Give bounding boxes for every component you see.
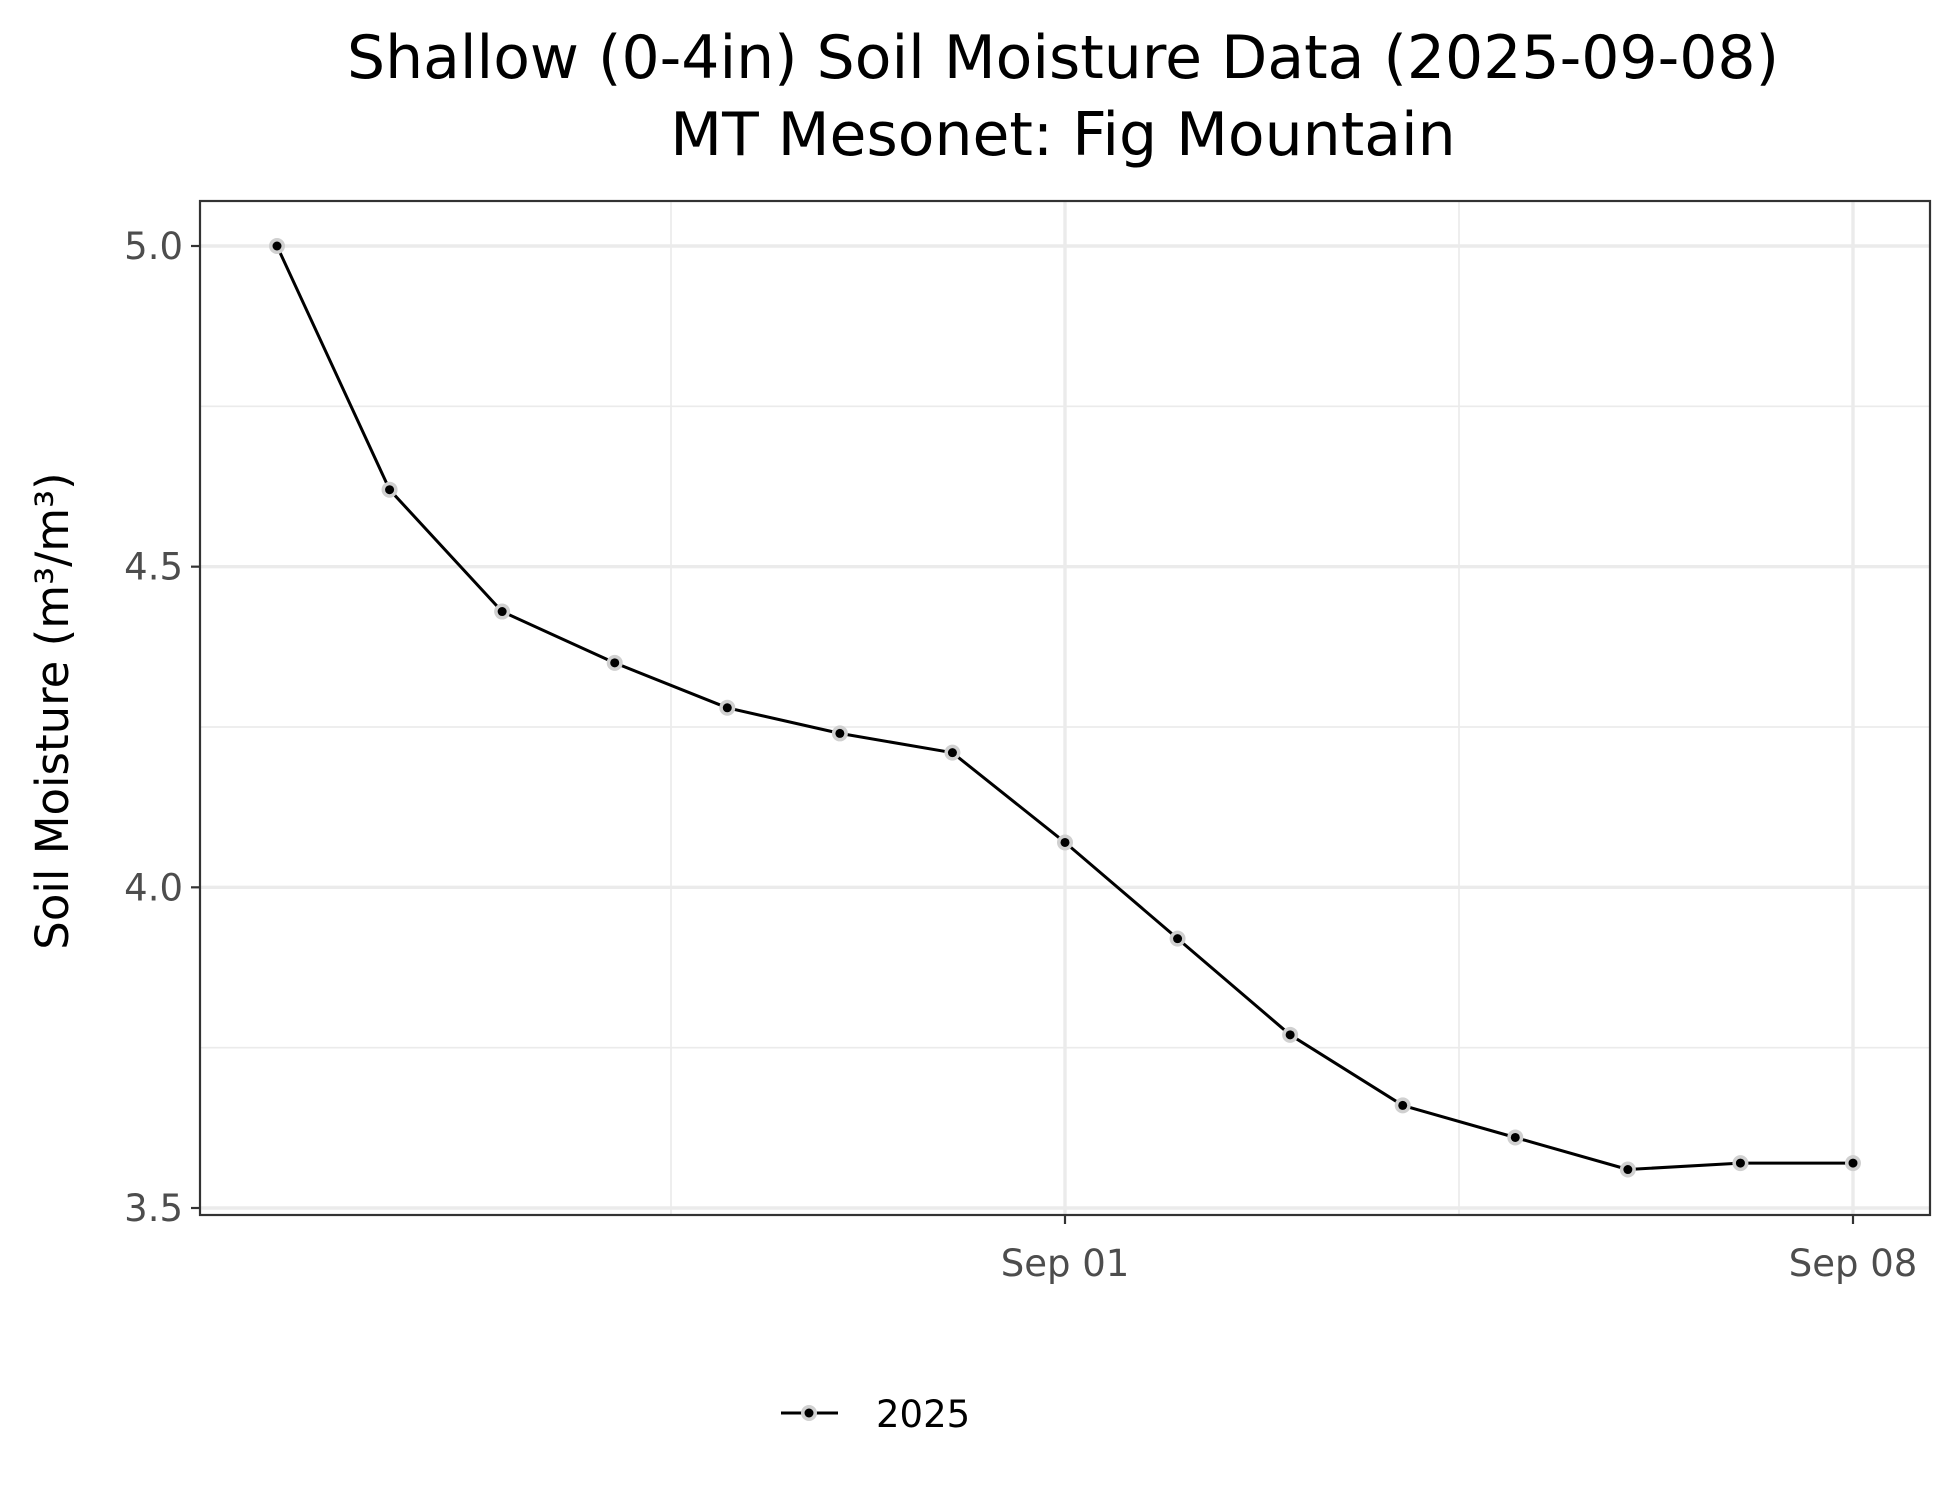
data-point <box>1173 934 1183 944</box>
legend-label-2025: 2025 <box>876 1393 970 1436</box>
y-tick-label: 3.5 <box>124 1187 183 1230</box>
chart-subtitle: MT Mesonet: Fig Mountain <box>670 100 1455 170</box>
chart-title: Shallow (0-4in) Soil Moisture Data (2025… <box>347 23 1779 93</box>
y-axis-title: Soil Moisture (m³/m³) <box>26 472 79 949</box>
data-point <box>947 748 957 758</box>
x-tick-label: Sep 01 <box>1001 1242 1130 1285</box>
data-point <box>1285 1030 1295 1040</box>
y-tick-label: 4.5 <box>124 546 183 589</box>
x-tick-label: Sep 08 <box>1789 1242 1918 1285</box>
data-point <box>1060 837 1070 847</box>
y-tick-label: 5.0 <box>124 225 183 268</box>
legend-key-point <box>804 1408 814 1418</box>
x-axis: Sep 01 Sep 08 <box>1001 1215 1918 1285</box>
legend: 2025 <box>781 1393 970 1436</box>
data-point <box>1398 1100 1408 1110</box>
data-point <box>1848 1158 1858 1168</box>
data-point <box>1735 1158 1745 1168</box>
data-point <box>722 703 732 713</box>
series-layer <box>269 238 1861 1178</box>
data-point <box>835 728 845 738</box>
data-point <box>497 607 507 617</box>
y-tick-label: 4.0 <box>124 866 183 909</box>
data-point <box>610 658 620 668</box>
major-gridlines <box>200 201 1930 1215</box>
data-point <box>385 485 395 495</box>
y-axis: 3.5 4.0 4.5 5.0 <box>124 225 200 1230</box>
data-point <box>1510 1132 1520 1142</box>
data-point <box>272 241 282 251</box>
data-point <box>1623 1165 1633 1175</box>
